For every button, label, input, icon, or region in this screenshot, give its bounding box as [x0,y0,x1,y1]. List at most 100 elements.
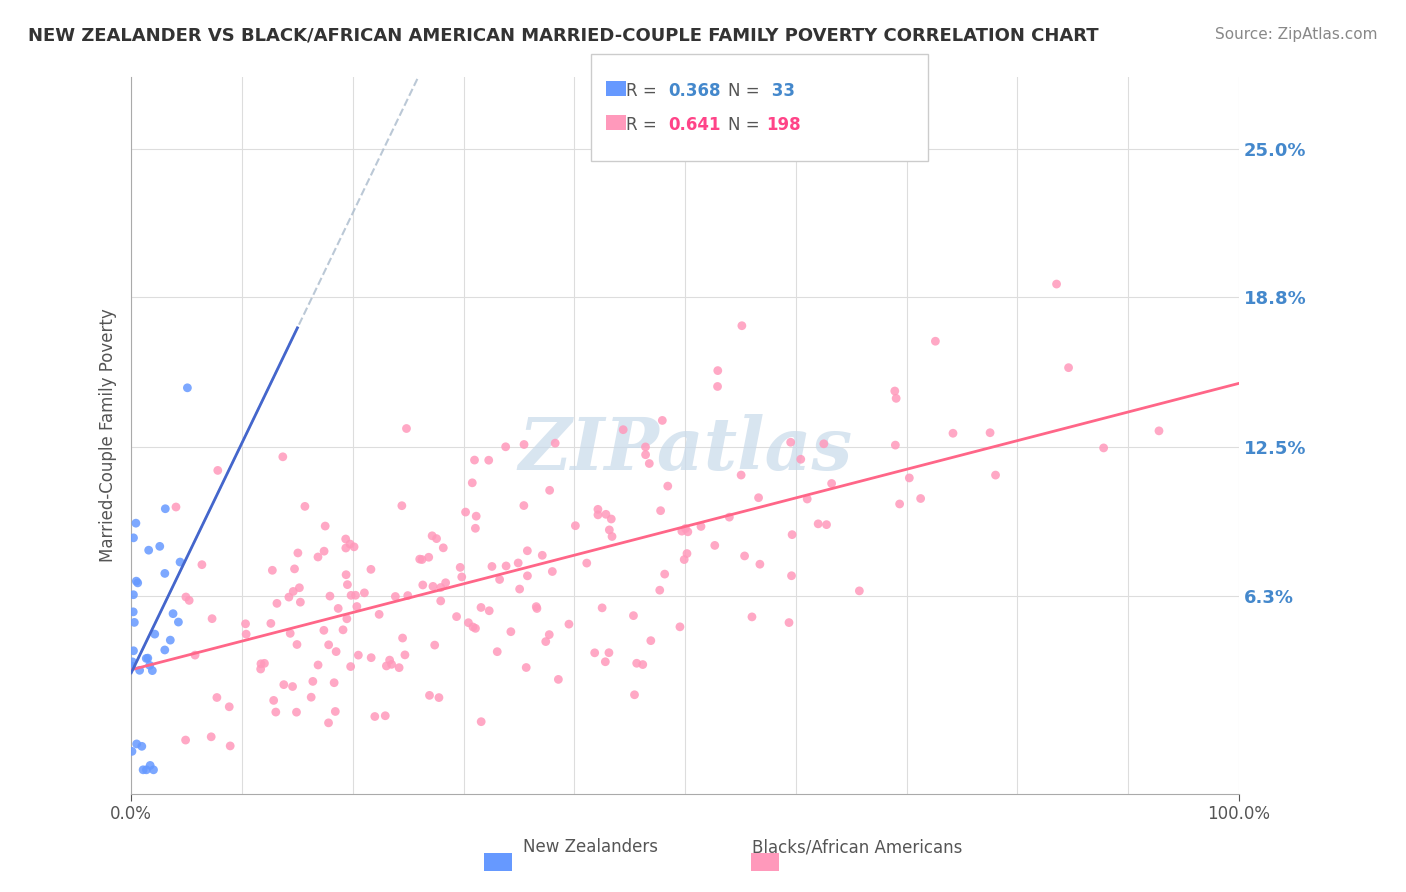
Point [884,392,907,406]
Point [807,516,830,531]
Point [910,491,932,506]
Point [288,581,311,595]
Point [260,616,283,631]
Point [634,440,657,454]
Point [285,705,308,719]
Point [374,708,396,723]
Point [623,608,645,623]
Point [526,601,548,615]
Point [676,547,699,561]
Point [984,468,1007,483]
Point [586,508,609,522]
Point [122,605,145,619]
Text: 33: 33 [766,82,796,100]
Point [595,508,617,522]
Point [707,363,730,377]
Point [378,653,401,667]
Point [675,522,697,536]
Point [575,556,598,570]
Point [495,440,517,454]
Point [538,483,561,498]
Point [125,574,148,589]
Point [650,503,672,517]
Point [531,549,554,563]
Point [335,567,357,582]
Point [264,705,287,719]
Point [623,688,645,702]
Point [132,763,155,777]
Point [312,624,335,638]
Point [463,453,485,467]
Point [263,693,285,707]
Point [422,579,444,593]
Point [598,646,620,660]
Point [395,421,418,435]
Point [1092,441,1115,455]
Point [600,512,623,526]
Text: N =: N = [728,116,765,134]
Point [332,623,354,637]
Point [165,500,187,514]
Point [464,621,486,635]
Point [457,615,479,630]
Point [634,448,657,462]
Point [127,575,149,590]
Point [391,499,413,513]
Point [418,689,440,703]
Point [271,450,294,464]
Text: N =: N = [728,82,765,100]
Point [741,610,763,624]
Text: ZIPatlas: ZIPatlas [517,415,852,485]
Text: Source: ZipAtlas.com: Source: ZipAtlas.com [1215,27,1378,42]
Point [671,524,693,538]
Point [360,562,382,576]
Point [235,616,257,631]
Point [730,468,752,483]
Point [481,559,503,574]
Point [541,565,564,579]
Point [434,575,457,590]
Point [820,476,842,491]
Point [346,599,368,614]
Point [884,438,907,452]
Point [174,590,197,604]
Point [138,543,160,558]
Text: R =: R = [626,82,662,100]
Point [249,662,271,676]
Point [509,582,531,596]
Point [454,505,477,519]
Point [465,509,488,524]
Point [1057,360,1080,375]
Point [478,453,501,467]
Point [591,600,613,615]
Point [200,730,222,744]
Point [344,588,367,602]
Point [290,595,312,609]
Y-axis label: Married-Couple Family Poverty: Married-Couple Family Poverty [100,309,117,563]
Point [325,644,347,658]
Point [595,655,617,669]
Point [139,758,162,772]
Point [524,599,547,614]
Point [734,549,756,563]
Point [207,463,229,477]
Point [654,567,676,582]
Point [307,658,329,673]
Point [391,631,413,645]
Point [748,558,770,572]
Point [219,739,242,753]
Point [780,568,803,582]
Point [626,657,648,671]
Point [318,715,340,730]
Point [364,709,387,723]
Point [883,384,905,398]
Point [657,479,679,493]
Point [706,379,728,393]
Point [796,491,818,506]
Point [1045,277,1067,291]
Point [122,531,145,545]
Point [411,552,433,566]
Point [235,627,257,641]
Point [339,659,361,673]
Point [131,739,153,754]
